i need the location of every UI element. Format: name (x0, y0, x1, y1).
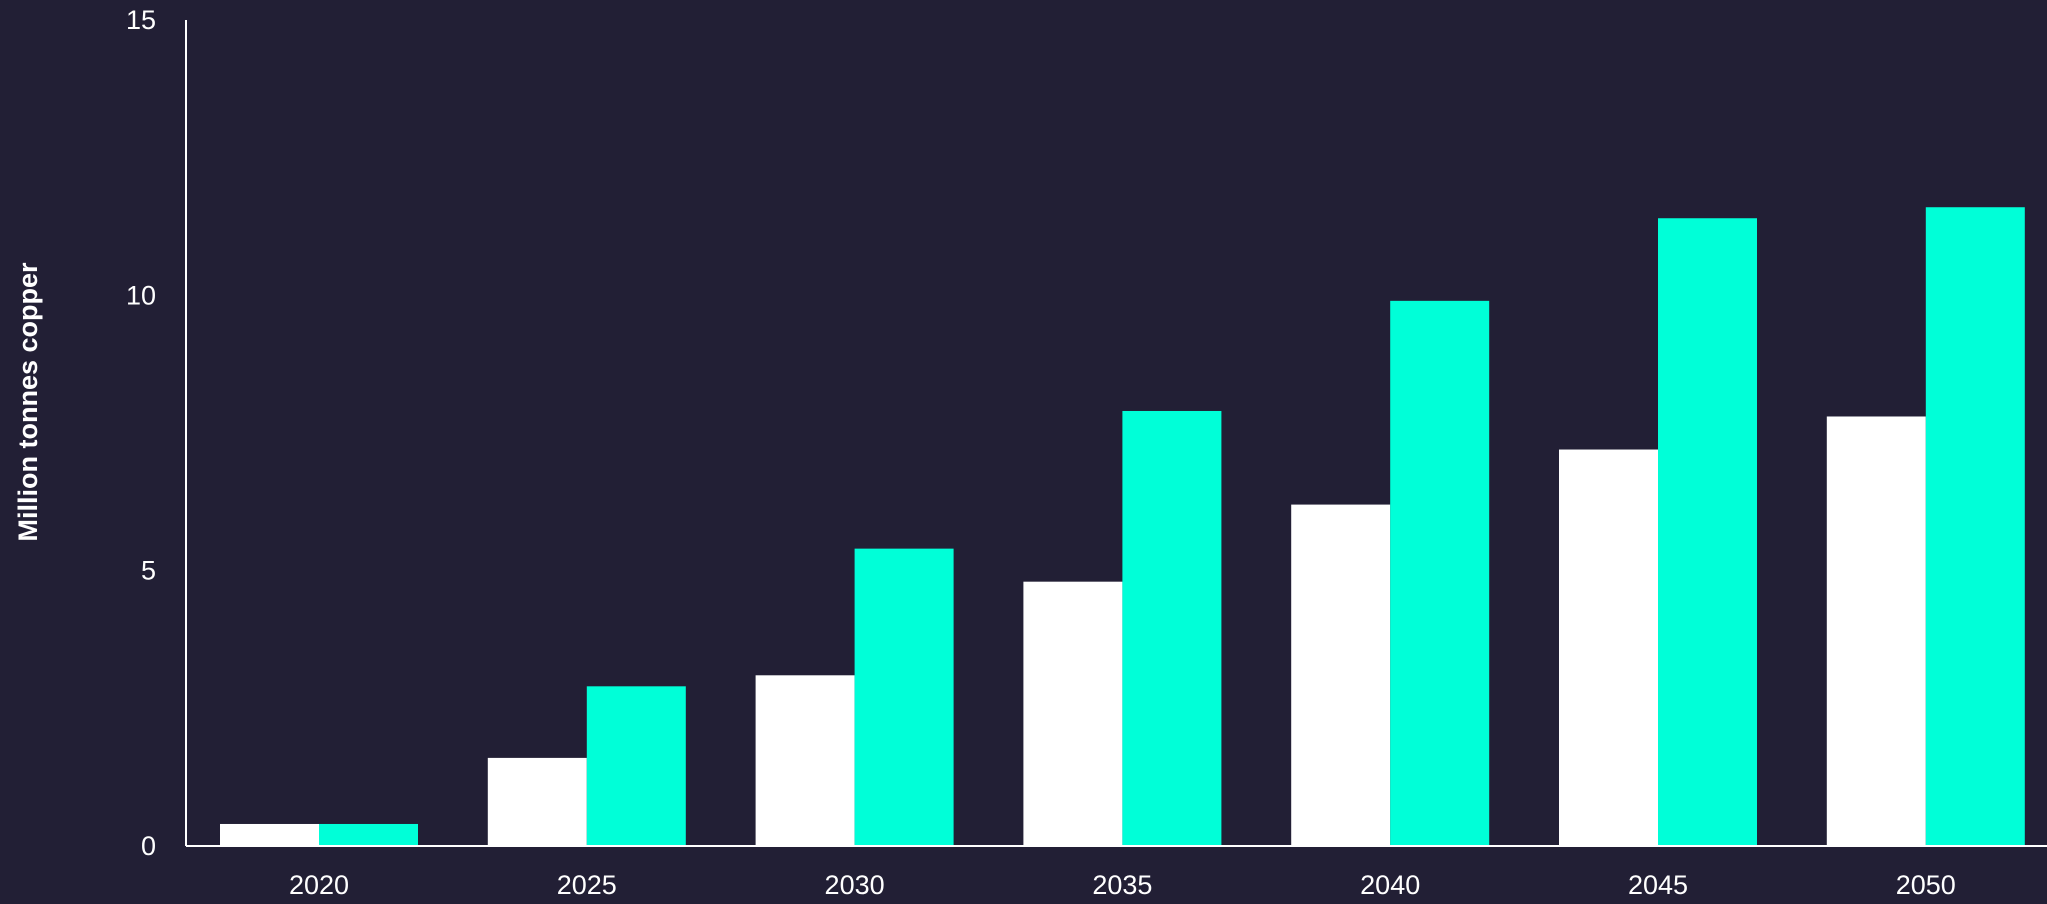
bar-2025-series-2 (586, 686, 686, 846)
x-tick-label: 2040 (1360, 870, 1420, 900)
bar-2020-series-2 (319, 823, 418, 846)
bar-2040-series-2 (1390, 300, 1490, 847)
bar-2035-series-1 (1023, 581, 1123, 846)
bar-2030-series-1 (755, 675, 855, 846)
bar-2035-series-2 (1122, 410, 1222, 846)
bar-2030-series-2 (854, 548, 954, 846)
y-tick-label: 0 (141, 831, 156, 861)
x-tick-label: 2045 (1628, 870, 1688, 900)
y-axis-ticks: 0 5 10 15 (126, 5, 156, 861)
x-tick-label: 2030 (825, 870, 885, 900)
bar-2025-series-1 (487, 757, 587, 846)
y-tick-label: 15 (126, 5, 156, 35)
y-axis-title: Million tonnes copper (13, 262, 43, 541)
x-tick-label: 2035 (1092, 870, 1152, 900)
bar-2020-series-1 (220, 823, 319, 846)
bar-2045-series-1 (1559, 449, 1658, 846)
bar-2050-series-1 (1826, 416, 1926, 846)
bars (220, 207, 2025, 847)
x-axis-ticks: 2020 2025 2030 2035 2040 2045 2050 (289, 870, 1956, 900)
bar-2050-series-2 (1925, 207, 2025, 846)
x-tick-label: 2025 (557, 870, 617, 900)
bar-2040-series-1 (1291, 504, 1391, 846)
y-tick-label: 5 (141, 556, 156, 586)
x-tick-label: 2050 (1896, 870, 1956, 900)
x-tick-label: 2020 (289, 870, 349, 900)
y-tick-label: 10 (126, 280, 156, 310)
bar-2045-series-2 (1658, 218, 1757, 847)
